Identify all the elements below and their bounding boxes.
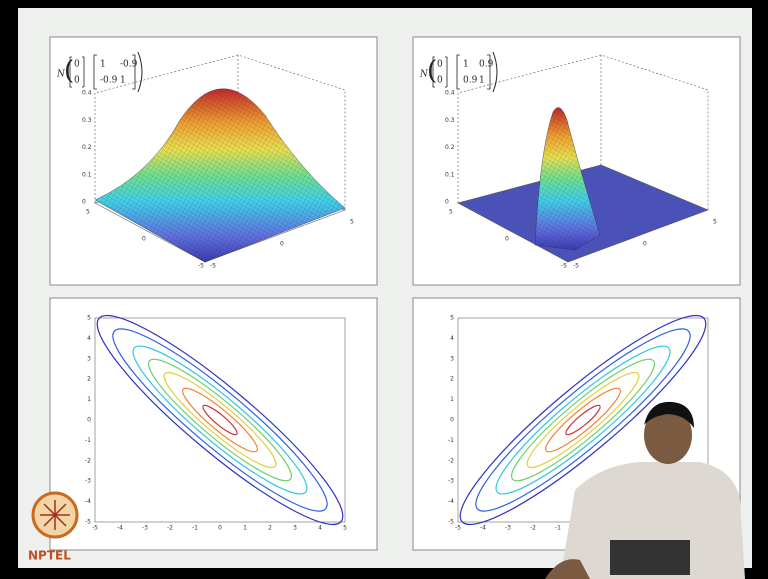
y-tick-label: 2 [87,376,91,383]
z-tick-label: 0.1 [82,171,92,178]
slide: 0.40.30.20.1050-5-505N(001-0.9-0.910.40.… [0,0,768,579]
x-tick-label: 5 [449,209,453,216]
z-tick-label: 0.3 [445,117,455,124]
x-tick-label: -1 [555,525,561,532]
z-tick-label: 0.3 [82,117,92,124]
cov-entry: 0.9 [463,76,478,86]
y-tick-label: -5 [85,519,91,526]
x-tick-label: 0 [505,236,509,243]
x-tick-label: -2 [167,525,173,532]
y-tick-label: 5 [450,315,454,322]
y-tick-label: 5 [350,219,354,226]
x-tick-label: 0 [142,236,146,243]
x-tick-label: -3 [505,525,511,532]
y-tick-label: 3 [87,355,91,362]
y-tick-label: -5 [448,519,454,526]
panel [50,298,377,550]
x-tick-label: -3 [142,525,148,532]
page: 0.40.30.20.1050-5-505N(001-0.9-0.910.40.… [0,0,768,579]
cov-entry: 1 [100,60,106,70]
y-tick-label: -4 [448,498,454,505]
y-tick-label: -1 [85,437,91,444]
x-tick-label: -5 [198,263,204,270]
y-tick-label: -4 [85,498,91,505]
mean-entry: 0 [74,76,80,86]
y-tick-label: 0 [643,241,647,248]
x-tick-label: -1 [192,525,198,532]
x-tick-label: -4 [117,525,123,532]
mean-entry: 0 [437,60,443,70]
x-tick-label: 3 [293,525,297,532]
y-tick-label: 5 [87,315,91,322]
x-tick-label: -5 [92,525,98,532]
mean-entry: 0 [74,60,80,70]
cov-entry: 1 [479,76,485,86]
cov-entry: -0.9 [100,76,118,86]
y-tick-label: 4 [450,335,454,342]
cov-entry: 1 [120,76,126,86]
cov-entry: -0.9 [120,60,138,70]
y-tick-label: -1 [448,437,454,444]
x-tick-label: -2 [530,525,536,532]
y-tick-label: 1 [87,396,91,403]
logo-text: NPTEL [28,549,71,563]
y-tick-label: 2 [450,376,454,383]
y-tick-label: -5 [573,263,579,270]
z-tick-label: 0 [445,199,449,206]
paren: ( [427,56,437,86]
y-tick-label: -5 [210,263,216,270]
y-tick-label: 1 [450,396,454,403]
z-tick-label: 0.4 [445,90,455,97]
y-tick-label: 5 [713,219,717,226]
y-tick-label: 4 [87,335,91,342]
y-tick-label: -3 [85,478,91,485]
y-tick-label: -2 [85,457,91,464]
z-tick-label: 0.2 [82,144,92,151]
y-tick-label: 0 [280,241,284,248]
x-tick-label: 4 [318,525,322,532]
x-tick-label: 2 [268,525,272,532]
y-tick-label: 0 [450,417,454,424]
y-tick-label: 0 [87,417,91,424]
x-tick-label: -5 [455,525,461,532]
mean-entry: 0 [437,76,443,86]
x-tick-label: -5 [561,263,567,270]
z-tick-label: 0.4 [82,90,92,97]
cov-entry: 0.9 [479,60,494,70]
x-tick-label: 5 [343,525,347,532]
y-tick-label: -2 [448,457,454,464]
logo: NPTEL [28,493,77,563]
y-tick-label: -3 [448,478,454,485]
z-tick-label: 0.2 [445,144,455,151]
x-tick-label: 5 [86,209,90,216]
cov-entry: 1 [463,60,469,70]
paren: ( [64,56,74,86]
z-tick-label: 0 [82,199,86,206]
x-tick-label: 0 [218,525,222,532]
x-tick-label: -4 [480,525,486,532]
z-tick-label: 0.1 [445,171,455,178]
x-tick-label: 1 [243,525,247,532]
y-tick-label: 3 [450,355,454,362]
